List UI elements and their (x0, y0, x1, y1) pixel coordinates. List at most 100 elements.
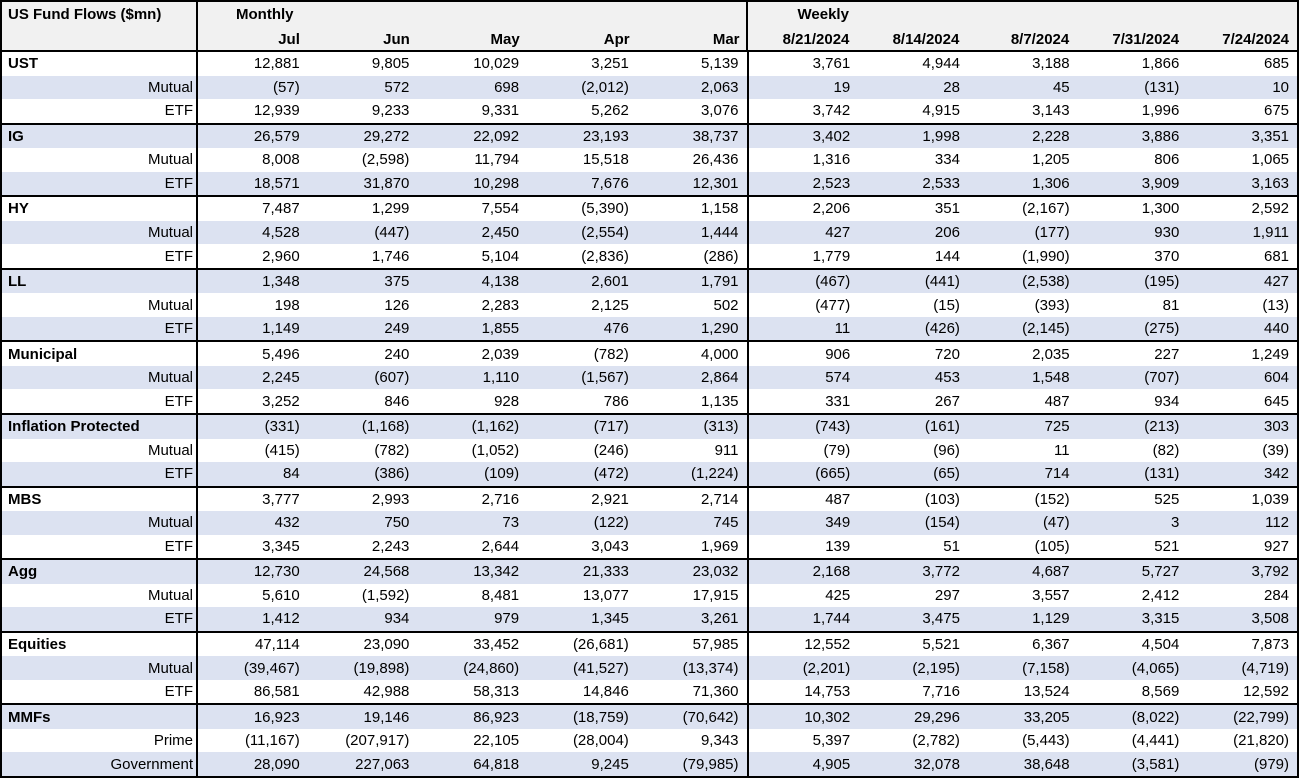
group-municipal: Municipal 5,496 240 2,039 (782) 4,000 906 720 2,… (2, 342, 1297, 415)
value-cell: (5,390) (581, 200, 629, 218)
value-cell: 725 (1044, 418, 1070, 436)
value-cell: (2,598) (361, 151, 410, 169)
row-label: Mutual (2, 220, 198, 245)
value-cell: 4,000 (700, 345, 739, 363)
value-cell: 2,063 (700, 78, 739, 96)
table-row-group: LL 1,348 375 4,138 2,601 1,791 (467) (441) (2,53… (2, 269, 1297, 294)
value-cell: (2,201) (746, 656, 859, 680)
row-label: IG (2, 124, 198, 149)
value-cell: 1,110 (482, 369, 520, 387)
value-cell: 28 (943, 78, 960, 96)
value-cell: (607) (374, 369, 410, 387)
table-row: Mutual 8,008 (2,598) 11,794 15,518 26,436 1,31… (2, 148, 1297, 172)
value-cell: 2,125 (591, 296, 629, 314)
value-cell: (161) (924, 418, 960, 436)
value-cell: 9,245 (591, 755, 629, 773)
value-cell: (386) (374, 465, 410, 483)
value-cell: 2,168 (746, 560, 859, 584)
value-cell: 249 (384, 320, 410, 338)
value-cell: (8,022) (1131, 708, 1180, 726)
value-cell: 425 (746, 583, 859, 608)
value-cell: (441) (924, 273, 960, 291)
value-cell: 18,571 (253, 174, 300, 192)
table-row-group: IG 26,579 29,272 22,092 23,193 38,737 3,402 1,9… (2, 124, 1297, 149)
value-cell: (4,719) (1241, 659, 1290, 677)
value-cell: 3,761 (746, 52, 859, 76)
value-cell: 12,881 (253, 55, 300, 73)
column-header: 8/7/2024 (1010, 31, 1070, 48)
value-cell: 126 (384, 296, 410, 314)
value-cell: 38,648 (1023, 755, 1070, 773)
value-cell: 22,105 (473, 732, 520, 750)
value-cell: 29,296 (914, 708, 960, 726)
value-cell: 227 (1154, 345, 1180, 363)
row-label: ETF (2, 534, 198, 559)
value-cell: 5,496 (262, 345, 300, 363)
row-label: Mutual (2, 75, 198, 100)
value-cell: 11 (1054, 441, 1070, 459)
value-cell: 12,552 (746, 632, 859, 657)
value-cell: (177) (1034, 223, 1070, 241)
value-cell: (393) (1034, 296, 1070, 314)
row-label: ETF (2, 607, 198, 631)
value-cell: 26,579 (253, 127, 300, 145)
value-cell: 806 (1154, 151, 1180, 169)
value-cell: (979) (1254, 755, 1290, 773)
value-cell: 12,592 (1243, 683, 1290, 701)
value-cell: 645 (1264, 392, 1290, 410)
value-cell: (782) (593, 345, 629, 363)
table-header: US Fund Flows ($mn) Monthly Jul Jun May Apr… (2, 2, 1297, 52)
table-row: ETF 86,581 42,988 58,313 14,846 71,360 14,753 7… (2, 679, 1297, 704)
value-cell: 4,915 (922, 102, 960, 120)
value-cell: 4,687 (1032, 563, 1070, 581)
value-cell: (22,799) (1233, 708, 1290, 726)
value-cell: (665) (746, 462, 859, 486)
value-cell: 930 (1154, 223, 1180, 241)
row-label: Mutual (2, 583, 198, 608)
value-cell: (122) (593, 514, 629, 532)
value-cell: 4,528 (262, 223, 300, 241)
value-cell: (472) (593, 465, 629, 483)
value-cell: 1,998 (922, 127, 960, 145)
value-cell: 86,923 (473, 708, 520, 726)
value-cell: 11 (746, 316, 859, 341)
value-cell: 10,029 (473, 55, 520, 73)
table-row: ETF 2,960 1,746 5,104 (2,836) (286) 1,779 144 (1… (2, 244, 1297, 268)
value-cell: (1,567) (581, 369, 629, 387)
value-cell: (331) (264, 418, 300, 436)
value-cell: (131) (1144, 78, 1180, 96)
value-cell: (2,167) (1022, 200, 1070, 218)
value-cell: 112 (1265, 514, 1290, 532)
table-row: ETF 18,571 31,870 10,298 7,676 12,301 2,523 2,5… (2, 171, 1297, 196)
group-mbs: MBS 3,777 2,993 2,716 2,921 2,714 487 (103) (152… (2, 487, 1297, 561)
value-cell: 750 (384, 514, 410, 532)
value-cell: 4,138 (481, 273, 520, 291)
row-label: ETF (2, 171, 198, 196)
value-cell: (782) (374, 441, 410, 459)
value-cell: 2,245 (262, 369, 300, 387)
value-cell: 487 (1044, 392, 1070, 410)
value-cell: (19,898) (353, 659, 410, 677)
value-cell: (4,065) (1131, 659, 1180, 677)
value-cell: 846 (384, 392, 410, 410)
value-cell: 681 (1264, 247, 1290, 265)
value-cell: 3,251 (591, 55, 629, 73)
value-cell: 521 (1154, 537, 1180, 555)
value-cell: 3,886 (1141, 127, 1180, 145)
value-cell: 2,450 (481, 223, 520, 241)
value-cell: 1,299 (371, 200, 410, 218)
value-cell: 1,866 (1141, 55, 1180, 73)
value-cell: 13,342 (473, 563, 520, 581)
value-cell: 3,777 (262, 490, 300, 508)
value-cell: 8,008 (262, 151, 300, 169)
value-cell: 1,316 (746, 148, 859, 172)
value-cell: (154) (924, 514, 960, 532)
value-cell: 574 (746, 365, 859, 390)
value-cell: (1,592) (361, 586, 410, 604)
value-cell: 3,351 (1251, 127, 1290, 145)
row-label: Mutual (2, 656, 198, 680)
group-ust: UST 12,881 9,805 10,029 3,251 5,139 3,761 4,944… (2, 52, 1297, 125)
value-cell: (26,681) (572, 636, 629, 654)
value-cell: 32,078 (914, 755, 960, 773)
value-cell: 370 (1154, 247, 1180, 265)
